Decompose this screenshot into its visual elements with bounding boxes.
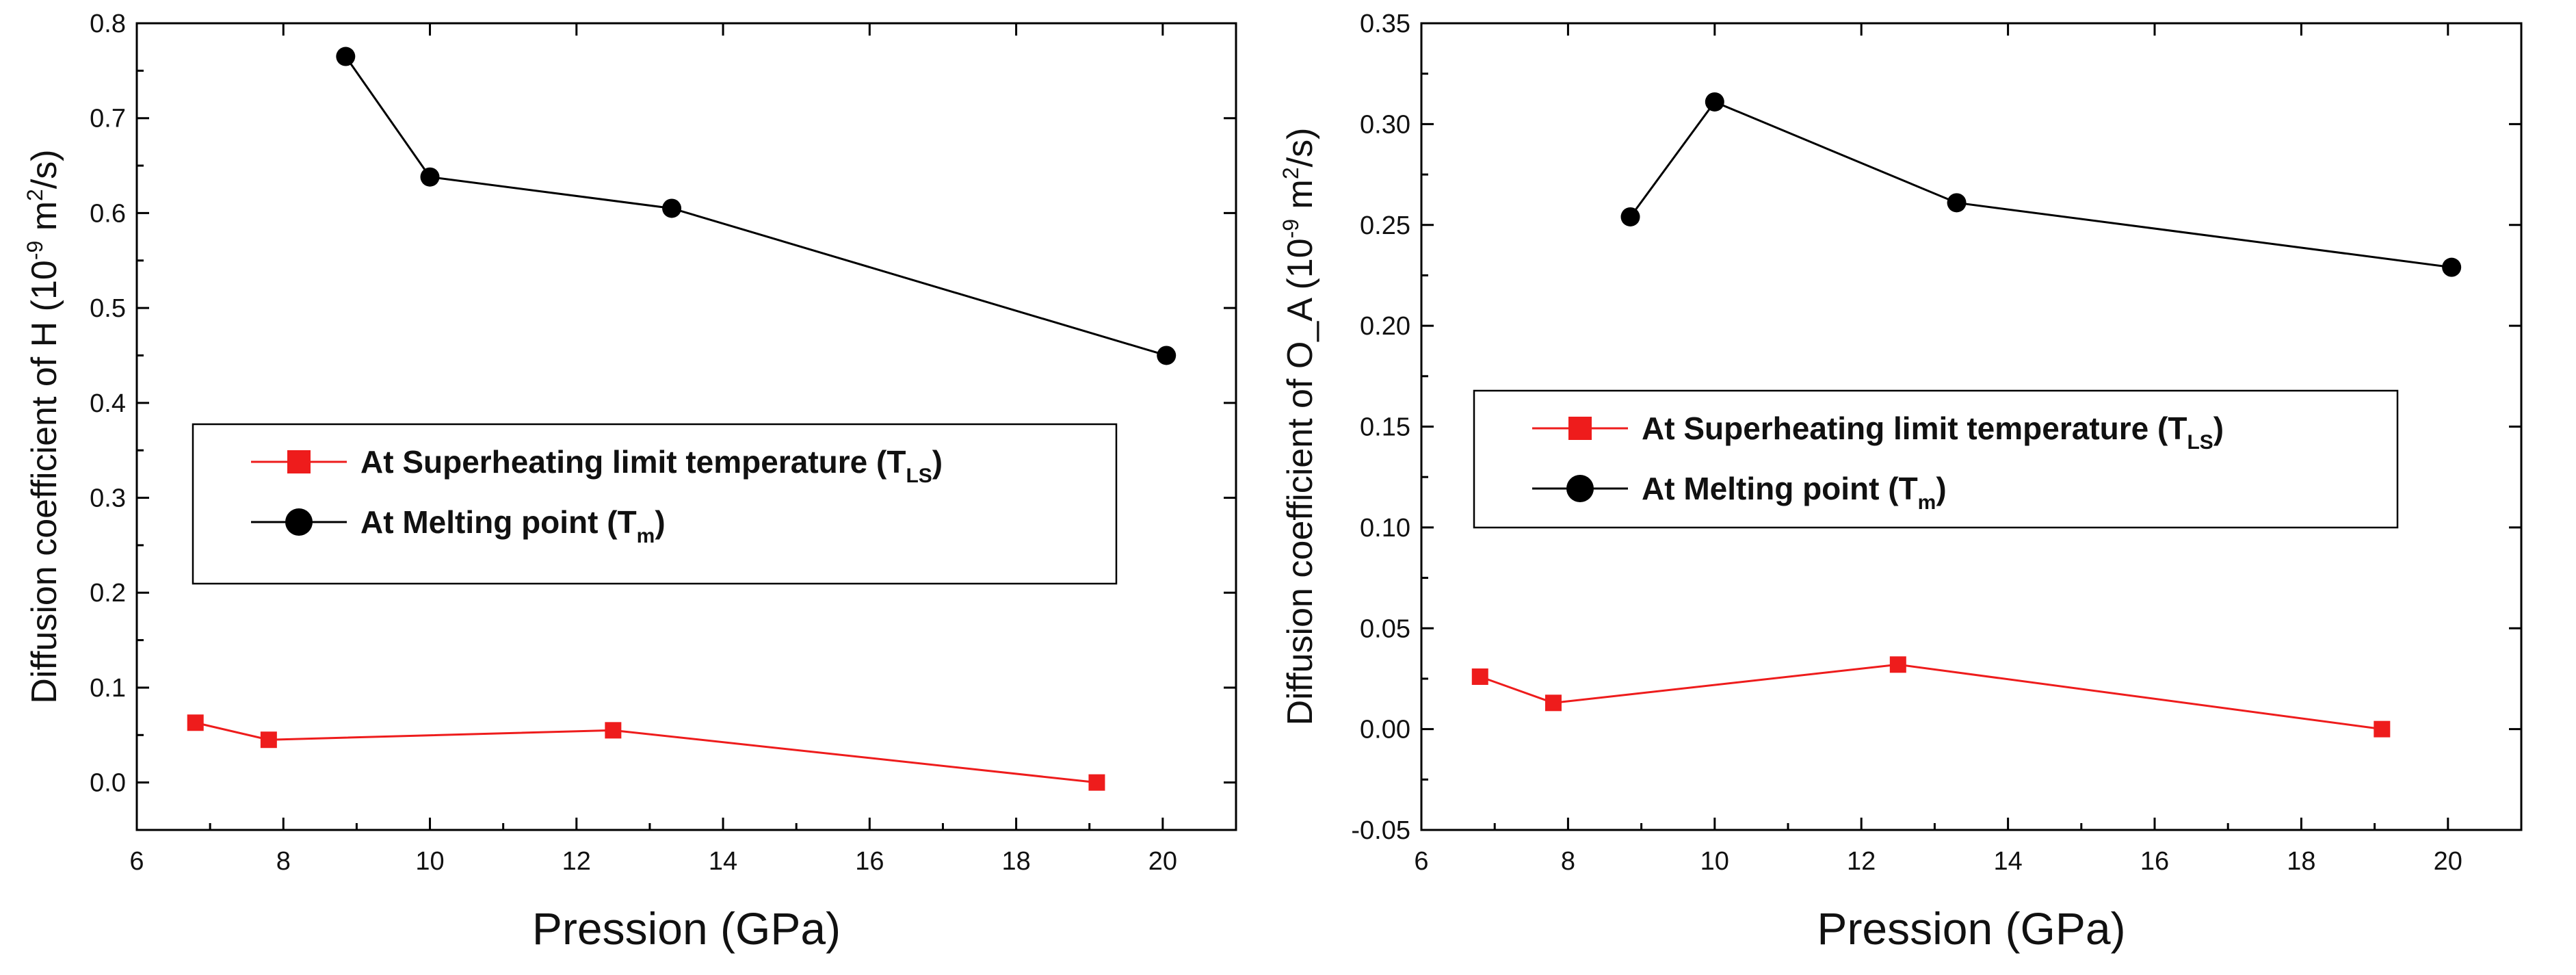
x-tick-label: 18 bbox=[2287, 847, 2315, 876]
legend-box bbox=[192, 423, 1118, 585]
legend-label: At Melting point (Tm) bbox=[1642, 471, 1947, 514]
chart-oa-diffusion: 6 8 10 12 14 16 18 20 -0.05 0.00 0.05 0.10 0.15 0.20 0… bbox=[1278, 10, 2523, 954]
chart-h-diffusion: 6 8 10 12 14 16 18 20 0.0 0.1 0.2 0.3 0.4 0.5 0.6 0.7 0.… bbox=[23, 10, 1237, 954]
y-tick-label: 0.20 bbox=[1360, 312, 1410, 341]
legend-label: At Melting point (Tm) bbox=[360, 504, 666, 547]
y-tick-label: 0.2 bbox=[90, 579, 126, 608]
legend-marker-square bbox=[287, 450, 311, 473]
data-point-circle bbox=[1620, 207, 1640, 226]
legend-label-subscript: m bbox=[637, 525, 655, 547]
data-point-square bbox=[260, 731, 277, 749]
x-tick-label: 14 bbox=[709, 847, 737, 876]
data-point-square bbox=[2374, 720, 2391, 738]
data-point-square bbox=[1889, 656, 1906, 673]
data-point-circle bbox=[662, 198, 682, 218]
legend-label-subscript: LS bbox=[2187, 431, 2213, 454]
legend-label: At Superheating limit temperature (TLS) bbox=[360, 444, 943, 487]
legend-label-text: At Melting point (T bbox=[360, 504, 637, 540]
data-point-square bbox=[1088, 774, 1105, 791]
legend-label: At Superheating limit temperature (TLS) bbox=[1642, 411, 2224, 454]
y-tick-label: 0.05 bbox=[1360, 614, 1410, 643]
x-tick-label: 10 bbox=[415, 847, 444, 876]
y-tick-label: 0.10 bbox=[1360, 514, 1410, 543]
y-tick-label: 0.3 bbox=[90, 484, 126, 513]
legend-label-close: ) bbox=[932, 444, 943, 480]
y-axis-label-unit: m bbox=[1280, 179, 1320, 219]
y-tick-label: 0.00 bbox=[1360, 716, 1410, 744]
y-axis-label-unit-exponent: 2 bbox=[1278, 167, 1303, 179]
legend-label-close: ) bbox=[1936, 471, 1946, 506]
y-tick-label: 0.8 bbox=[90, 10, 126, 38]
x-tick-label: 8 bbox=[1561, 847, 1575, 876]
y-tick-label: 0.5 bbox=[90, 294, 126, 323]
x-axis-label: Pression (GPa) bbox=[1817, 903, 2125, 954]
x-tick-label: 12 bbox=[562, 847, 591, 876]
data-point-circle bbox=[1947, 193, 1967, 213]
legend-label-close: ) bbox=[655, 504, 665, 540]
series-line-superheating bbox=[195, 721, 1097, 784]
legend-label-text: At Superheating limit temperature (T bbox=[360, 444, 906, 480]
y-tick-label: -0.05 bbox=[1351, 816, 1410, 845]
x-axis-label: Pression (GPa) bbox=[532, 903, 841, 954]
data-point-circle bbox=[2442, 257, 2462, 277]
data-point-circle bbox=[420, 167, 440, 187]
x-tick-label: 10 bbox=[1700, 847, 1729, 876]
y-axis-label-prefix: Diffusion coefficient of H (10 bbox=[25, 260, 64, 703]
legend-marker-circle bbox=[285, 508, 313, 536]
legend-label-text: At Melting point (T bbox=[1642, 471, 1918, 506]
legend-label-close: ) bbox=[2213, 411, 2224, 446]
x-tick-label: 8 bbox=[276, 847, 291, 876]
legend-label-subscript: m bbox=[1918, 491, 1936, 514]
legend-marker-square bbox=[1568, 417, 1592, 440]
y-tick-label: 0.0 bbox=[90, 769, 126, 798]
data-point-square bbox=[1545, 694, 1562, 712]
y-axis-label-exponent: -9 bbox=[23, 241, 47, 260]
series-line-melting bbox=[1629, 101, 2452, 269]
y-axis-label-prefix: Diffusion coefficient of O_A (10 bbox=[1280, 238, 1320, 725]
data-point-circle bbox=[336, 47, 356, 66]
legend-label-subscript: LS bbox=[906, 465, 932, 487]
y-tick-label: 0.15 bbox=[1360, 413, 1410, 442]
y-tick-label: 0.1 bbox=[90, 674, 126, 703]
x-tick-label: 18 bbox=[1001, 847, 1030, 876]
y-tick-label: 0.30 bbox=[1360, 110, 1410, 139]
plot-frame bbox=[135, 22, 1237, 831]
y-tick-label: 0.6 bbox=[90, 199, 126, 228]
x-tick-label: 6 bbox=[1414, 847, 1428, 876]
y-axis-label-unit-exponent: 2 bbox=[23, 189, 47, 201]
legend-box bbox=[1473, 389, 2399, 529]
y-tick-label: 0.25 bbox=[1360, 211, 1410, 240]
y-tick-label: 0.35 bbox=[1360, 10, 1410, 38]
x-tick-label: 16 bbox=[855, 847, 884, 876]
data-point-square bbox=[1471, 668, 1488, 685]
data-point-square bbox=[605, 722, 622, 739]
x-tick-label: 6 bbox=[129, 847, 144, 876]
series-line-melting bbox=[345, 55, 1167, 356]
y-tick-label: 0.7 bbox=[90, 105, 126, 133]
y-axis-label-suffix: /s) bbox=[1280, 128, 1320, 168]
legend-label-text: At Superheating limit temperature (T bbox=[1642, 411, 2187, 446]
y-axis-label: Diffusion coefficient of O_A (10-9 m2/s) bbox=[1278, 128, 1320, 726]
data-point-square bbox=[187, 714, 204, 731]
y-tick-label: 0.4 bbox=[90, 389, 126, 418]
legend-marker-circle bbox=[1566, 475, 1594, 502]
y-axis-label: Diffusion coefficient of H (10-9 m2/s) bbox=[23, 149, 64, 703]
x-tick-label: 16 bbox=[2140, 847, 2169, 876]
x-tick-label: 20 bbox=[1148, 847, 1177, 876]
data-point-circle bbox=[1705, 92, 1724, 112]
y-axis-label-unit: m bbox=[25, 201, 64, 241]
x-tick-label: 12 bbox=[1847, 847, 1876, 876]
y-axis-label-exponent: -9 bbox=[1278, 219, 1303, 238]
series-line-superheating bbox=[1480, 663, 2382, 731]
x-tick-label: 20 bbox=[2434, 847, 2462, 876]
y-axis-label-suffix: /s) bbox=[25, 149, 64, 189]
x-tick-label: 14 bbox=[1993, 847, 2022, 876]
data-point-circle bbox=[1157, 346, 1177, 365]
